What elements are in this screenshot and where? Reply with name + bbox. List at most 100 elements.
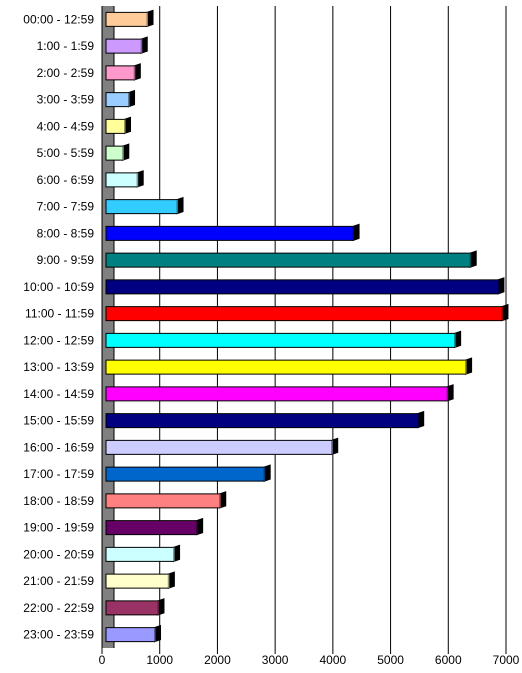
category-label: 9:00 - 9:59 (37, 253, 95, 267)
x-tick-label: 7000 (493, 653, 520, 667)
category-label: 8:00 - 8:59 (37, 226, 95, 240)
bar (105, 223, 360, 242)
bar-end-highlight (415, 413, 419, 428)
bar-face (105, 92, 130, 108)
bar-end-highlight (145, 12, 149, 27)
bar (105, 63, 141, 81)
bar-face (105, 199, 178, 215)
bar-end-highlight (262, 467, 266, 482)
bar-end-highlight (351, 226, 355, 241)
bar-end-highlight (452, 333, 456, 348)
bars (105, 9, 509, 643)
bar (105, 250, 477, 268)
category-label: 3:00 - 3:59 (37, 93, 95, 107)
bar-end-highlight (166, 574, 170, 589)
bar-face (105, 38, 142, 54)
category-label: 11:00 - 11:59 (25, 307, 94, 321)
category-label: 12:00 - 12:59 (23, 333, 94, 347)
bar (105, 116, 132, 135)
category-label: 13:00 - 13:59 (23, 360, 94, 374)
bar-face (105, 11, 148, 27)
bar-face (105, 118, 126, 134)
x-tick-label: 6000 (435, 653, 462, 667)
bar (105, 9, 154, 28)
bar-face (105, 252, 471, 268)
x-tick-label: 2000 (204, 653, 231, 667)
bar (105, 410, 425, 429)
bar-end-highlight (499, 306, 503, 321)
gridlines (159, 6, 507, 648)
bar-end-highlight (217, 493, 221, 508)
bar-end-highlight (122, 119, 126, 134)
bar (105, 517, 204, 536)
category-label: 15:00 - 15:59 (23, 414, 94, 428)
category-label: 16:00 - 16:59 (23, 440, 94, 454)
bar (105, 277, 505, 295)
x-tick-label: 5000 (377, 653, 404, 667)
bar (105, 89, 136, 108)
bar-face (105, 439, 333, 455)
bar (105, 491, 227, 509)
bar-end-highlight (463, 360, 467, 375)
x-tick-label: 3000 (262, 653, 289, 667)
bar-face (105, 386, 448, 402)
bar-end-highlight (171, 547, 175, 562)
bar-end-highlight (468, 253, 472, 268)
bar-end-highlight (126, 92, 130, 107)
category-label: 2:00 - 2:59 (37, 66, 95, 80)
category-label: 5:00 - 5:59 (37, 146, 95, 160)
bar-end-highlight (132, 65, 136, 80)
category-label: 21:00 - 21:59 (23, 574, 94, 588)
category-label: 22:00 - 22:59 (23, 601, 94, 615)
bar-face (105, 359, 467, 375)
bar-face (105, 600, 159, 616)
bar-face (105, 573, 169, 589)
axis-wall-face (102, 6, 114, 648)
category-label: 10:00 - 10:59 (23, 280, 94, 294)
bar-face (105, 546, 175, 562)
category-label: 6:00 - 6:59 (37, 173, 95, 187)
bar (105, 303, 509, 322)
bar-face (105, 466, 265, 482)
x-tick-label: 1000 (146, 653, 173, 667)
bar-end-highlight (445, 386, 449, 401)
category-label: 14:00 - 14:59 (23, 387, 94, 401)
category-labels: 00:00 - 12:59 1:00 - 1:59 2:00 - 2:59 3:00 … (23, 12, 94, 641)
bar (105, 170, 144, 188)
bar (105, 36, 148, 54)
bar-end-highlight (152, 627, 156, 642)
category-label: 4:00 - 4:59 (37, 119, 95, 133)
bar-face (105, 225, 354, 241)
category-label: 00:00 - 12:59 (23, 12, 94, 26)
bar-end-highlight (175, 199, 179, 214)
bar (105, 196, 184, 215)
bar (105, 384, 454, 402)
axis-wall (101, 6, 115, 654)
bar-face (105, 145, 124, 161)
x-tick-label: 4000 (320, 653, 347, 667)
bar-face (105, 306, 503, 322)
bar (105, 330, 462, 349)
bar-face (105, 520, 198, 536)
bar-end-highlight (135, 172, 139, 187)
category-label: 20:00 - 20:59 (23, 547, 94, 561)
bar (105, 598, 165, 616)
bar (105, 464, 271, 482)
bar-face (105, 413, 419, 429)
x-axis-tick-labels: 0 1000 2000 3000 4000 5000 6000 7000 (99, 648, 520, 667)
bar-end-highlight (155, 600, 159, 615)
bar-face (105, 65, 135, 81)
bar-end-highlight (194, 520, 198, 535)
category-label: 7:00 - 7:59 (37, 200, 95, 214)
bar-end-highlight (139, 39, 143, 54)
bar (105, 357, 473, 375)
bar-end-highlight (495, 279, 499, 294)
category-label: 23:00 - 23:59 (23, 628, 94, 642)
category-label: 19:00 - 19:59 (23, 521, 94, 535)
x-tick-label: 0 (99, 653, 106, 667)
bar (105, 624, 162, 643)
bar-end-highlight (120, 146, 124, 161)
bar (105, 571, 175, 589)
bar-face (105, 332, 456, 348)
category-label: 1:00 - 1:59 (37, 39, 95, 53)
